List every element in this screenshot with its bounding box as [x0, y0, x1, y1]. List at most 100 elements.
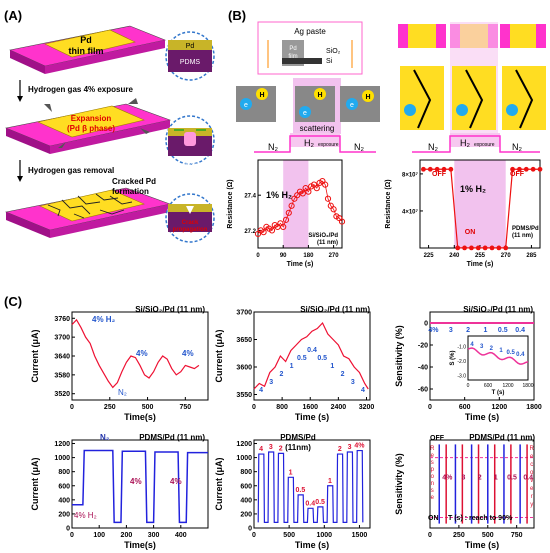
- inset-label: 1: [499, 348, 503, 354]
- concentration-label: 2: [279, 445, 283, 452]
- y-tick-label: 200: [240, 511, 252, 518]
- response-letter: e: [431, 495, 435, 501]
- x-axis-label: Time(s): [124, 412, 156, 422]
- concentration-label: 0.4: [305, 500, 315, 507]
- step2-label: Hydrogen gas removal: [28, 166, 114, 175]
- y-tick-label: 600: [240, 483, 252, 490]
- plot-frame: [71, 439, 209, 529]
- data-point: [448, 166, 454, 172]
- response-letter: s: [431, 460, 434, 466]
- svg-text:e: e: [350, 102, 354, 109]
- c6-on: ON: [428, 515, 439, 522]
- y-tick-label: 27.4: [244, 194, 256, 200]
- x-tick-label: 0: [428, 404, 432, 411]
- concentration-label: 2: [338, 446, 342, 453]
- c6-note: T (s) : reach to 90%: [448, 515, 513, 522]
- x-tick-label: 1200: [492, 404, 508, 411]
- x-axis-label: Time (s): [295, 412, 329, 422]
- data-point: [441, 166, 447, 172]
- data-point: [496, 245, 502, 251]
- data-point: [285, 209, 292, 216]
- x-tick-label: 1800: [526, 404, 542, 411]
- concentration-label: 1: [289, 469, 293, 476]
- svg-text:H: H: [317, 92, 322, 99]
- x-axis-label: Time (s): [467, 261, 494, 268]
- recovery-letter: e: [530, 454, 534, 460]
- strain-label-1: Strain: [182, 163, 198, 169]
- concentration-label: 0.4: [523, 475, 533, 482]
- b2-sample-2: (11 nm): [512, 233, 533, 239]
- concentration-label: 2: [341, 371, 345, 378]
- concentration-label: 1: [484, 327, 488, 334]
- concentration-label: 0.5: [297, 355, 307, 362]
- current-chart-c1: 0 250 500 750 3520 3580 3640 3700 3760 Time(s) Cur…: [30, 311, 209, 422]
- concentration-label: 2: [279, 371, 283, 378]
- zoom-circle-layers: Pd PDMS: [165, 31, 215, 81]
- concentration-label: 0.5: [317, 355, 327, 362]
- inset-label: 3: [480, 344, 484, 350]
- b2-on: ON: [465, 229, 476, 236]
- x-tick-label: 255: [475, 253, 486, 259]
- svg-text:N₂: N₂: [428, 142, 438, 152]
- y-tick-label: 3640: [54, 354, 70, 361]
- c2-title: Si/SiO₂/Pd (11 nm): [300, 305, 370, 314]
- y-tick-label: 3580: [54, 372, 70, 379]
- y-tick-label: 400: [240, 497, 252, 504]
- y-tick-label: 4×10⁷: [402, 209, 419, 215]
- current-chart-c5: 0 500 1000 1500 0 200 400 600 800 1000 1200 Time (s…: [214, 439, 371, 550]
- data-point: [510, 166, 515, 172]
- concentration-label: 4: [259, 446, 263, 453]
- data-point: [421, 166, 426, 172]
- device-pd-label-1: Pd: [289, 46, 296, 52]
- svg-text:N₂: N₂: [268, 142, 278, 152]
- x-tick-label: 250: [104, 404, 116, 411]
- svg-text:e: e: [303, 110, 307, 117]
- b1-annotation: 1% H₂: [266, 190, 292, 200]
- plot-frame: [253, 311, 371, 401]
- cracked-label-1: Cracked Pd: [112, 177, 156, 186]
- y-tick-label: 400: [58, 497, 70, 504]
- data-point: [305, 188, 312, 195]
- x-axis-label: Time (s): [465, 412, 499, 422]
- plot-frame: [429, 439, 535, 529]
- x-tick-label: 0: [70, 404, 74, 411]
- y-tick-label: 3700: [236, 310, 252, 317]
- pdms-pd-film-expanded: Expansion (Pd β phase): [4, 98, 172, 154]
- concentration-label: 0.4: [307, 347, 317, 354]
- y-tick-label: 1200: [236, 441, 252, 448]
- scattering-label: scattering: [300, 124, 335, 133]
- svg-text:N₂: N₂: [354, 142, 364, 152]
- sensitivity-chart-c3: 0 600 1200 1800 -60 -40 -20 0 Time (s) Sensitivit…: [394, 311, 542, 422]
- expansion-label-1: Expansion: [71, 114, 112, 123]
- inset-label: 0.5: [506, 350, 515, 356]
- x-tick-label: 270: [329, 253, 340, 259]
- concentration-label: 1: [290, 363, 294, 370]
- series-line: [257, 180, 343, 235]
- y-tick-label: 3520: [54, 391, 70, 398]
- b2-off-right: OFF: [510, 171, 525, 178]
- series-line: [71, 318, 200, 389]
- y-tick-label: 800: [240, 469, 252, 476]
- y-axis-label: Resistance (Ω): [227, 179, 234, 228]
- recovery-letter: o: [530, 470, 534, 476]
- electron-icon: [240, 98, 252, 110]
- data-point: [324, 195, 332, 202]
- y-tick-label: 3760: [54, 316, 70, 323]
- series-line: [253, 321, 369, 390]
- concentration-label: 4: [361, 387, 365, 394]
- x-tick-label: 800: [276, 404, 288, 411]
- x-tick-label: 500: [482, 532, 494, 539]
- concentration-label: 3: [269, 444, 273, 451]
- b2-sample-1: PDMS/Pd: [512, 226, 539, 232]
- pdms-pd-film-initial: PDMS Pd thin film: [9, 25, 167, 74]
- device-pd-label-2: film: [288, 54, 297, 60]
- recovery-letter: y: [530, 502, 533, 508]
- recovery-letter: c: [530, 462, 533, 468]
- svg-text:N₂: N₂: [512, 142, 522, 152]
- y-tick-label: -20: [418, 343, 428, 350]
- c1-title: Si/SiO₂/Pd (11 nm): [135, 305, 205, 314]
- y-tick-label: 1000: [54, 455, 70, 462]
- pd-film-label-1: Pd: [80, 35, 92, 45]
- y-axis-label: Sensitivity (%): [394, 453, 404, 515]
- x-tick-label: 0: [252, 404, 256, 411]
